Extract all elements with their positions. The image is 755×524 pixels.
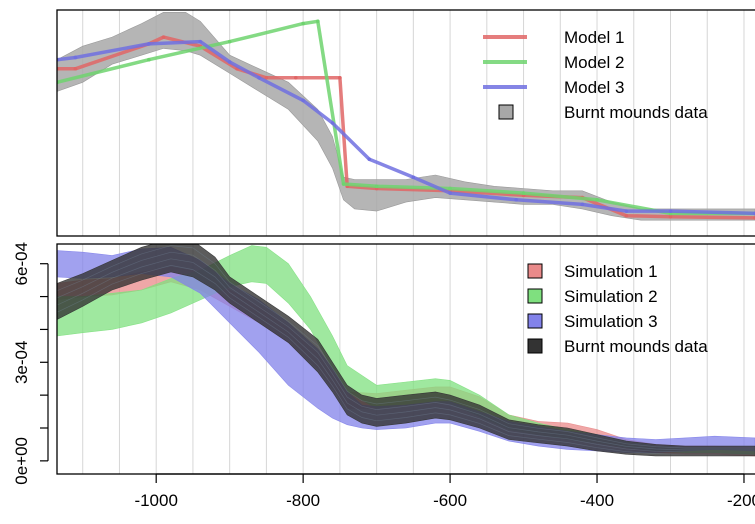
point-model-2 <box>595 198 599 202</box>
line-model-3 <box>57 39 755 216</box>
point-model-3 <box>330 121 335 125</box>
point-model-1 <box>264 76 269 80</box>
point-model-2 <box>316 19 320 24</box>
band-stripe <box>57 245 755 449</box>
band-stripe <box>57 258 755 453</box>
point-model-3 <box>198 39 203 44</box>
x-tick-label: -200 <box>727 491 755 510</box>
band-stripe <box>57 265 755 455</box>
point-model-1 <box>624 213 629 218</box>
point-model-3 <box>448 191 452 195</box>
band-burnt-mounds-data <box>57 244 755 457</box>
point-model-2 <box>341 182 346 186</box>
legend-key-burnt-mounds-data <box>498 104 514 120</box>
top-panel-legend: Model 1 Model 2 Model 3 Burnt mounds data <box>483 28 708 122</box>
point-model-3 <box>411 175 416 180</box>
point-model-1 <box>293 76 298 80</box>
legend-label-burnt-mounds-data: Burnt mounds data <box>564 103 708 122</box>
band-stripe <box>57 251 755 451</box>
legend-key-simulation-2 <box>527 288 543 304</box>
point-model-2 <box>448 186 452 191</box>
point-model-3 <box>514 198 519 202</box>
point-model-3 <box>301 98 305 103</box>
legend-key-simulation-3 <box>527 313 543 329</box>
legend-label-model-3: Model 3 <box>564 78 624 97</box>
point-model-1 <box>338 76 342 80</box>
point-model-2 <box>521 191 526 195</box>
legend-label-simulation-3: Simulation 3 <box>564 312 658 331</box>
point-model-2 <box>301 21 305 26</box>
point-model-3 <box>580 202 585 207</box>
x-tick-label: -400 <box>580 491 614 510</box>
point-model-2 <box>147 57 151 62</box>
bottom-panel-legend: Simulation 1 Simulation 2 Simulation 3 Burn… <box>527 262 708 356</box>
point-model-2 <box>227 39 232 44</box>
legend-label-burnt-mounds-data: Burnt mounds data <box>564 337 708 356</box>
point-model-3 <box>668 209 673 213</box>
point-model-3 <box>257 76 261 80</box>
top-panel-marks <box>57 12 755 221</box>
point-model-1 <box>161 35 166 39</box>
point-model-1 <box>668 214 673 219</box>
y-tick-label: 3e-04 <box>12 341 31 384</box>
x-axis: -1000 -800 -600 -400 -200 <box>134 473 755 510</box>
point-model-3 <box>367 157 372 161</box>
y-tick-label: 0e+00 <box>12 437 31 485</box>
legend-key-simulation-1 <box>527 263 543 279</box>
point-model-1 <box>73 66 78 71</box>
y-axis: 0e+00 3e-04 6e-04 <box>12 242 49 485</box>
legend-label-model-1: Model 1 <box>564 28 624 47</box>
point-model-3 <box>624 209 629 213</box>
band-simulation-2 <box>57 245 755 455</box>
point-model-3 <box>73 55 78 60</box>
line-model-1 <box>57 35 755 220</box>
point-model-3 <box>147 42 151 46</box>
x-tick-label: -600 <box>433 491 467 510</box>
legend-label-simulation-1: Simulation 1 <box>564 262 658 281</box>
y-tick-label: 6e-04 <box>12 242 31 285</box>
legend-label-simulation-2: Simulation 2 <box>564 287 658 306</box>
line-model-2 <box>57 19 755 216</box>
point-model-3 <box>227 60 232 64</box>
point-model-2 <box>374 184 379 189</box>
legend-key-burnt-mounds-data <box>527 338 543 354</box>
x-tick-label: -800 <box>286 491 320 510</box>
x-tick-label: -1000 <box>134 491 177 510</box>
legend-label-model-2: Model 2 <box>564 53 624 72</box>
top-panel-frame <box>56 9 755 237</box>
bottom-panel-marks <box>57 244 755 457</box>
